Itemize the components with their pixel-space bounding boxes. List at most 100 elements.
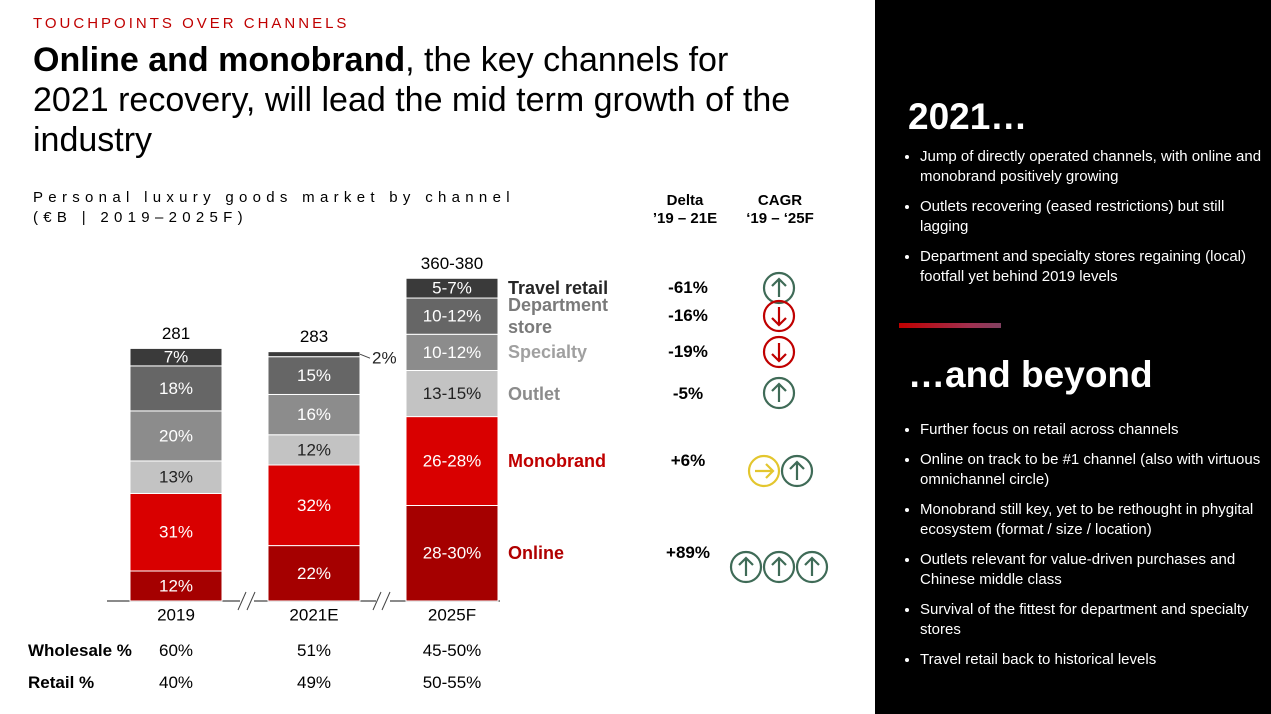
bullet: Survival of the fittest for department a…: [920, 600, 1271, 640]
bullet: Further focus on retail across channels: [920, 420, 1271, 440]
bullet: Outlets relevant for value-driven purcha…: [920, 550, 1271, 590]
x-tick-label: 2025F: [428, 605, 476, 624]
chart: 12% 31% 13% 20% 18% 7% 281 2019 22% 32% 12% 16% 15% 2…: [107, 254, 829, 624]
title: Online and monobrand, the key channels f…: [33, 40, 793, 160]
segment-label: 13%: [159, 468, 193, 487]
arrow-right: [747, 454, 781, 488]
cagr-header-2: ‘19 – ‘25F: [746, 210, 814, 227]
cagr-header: CAGR ‘19 – ‘25F: [725, 192, 835, 228]
arrow-up: [762, 376, 796, 410]
arrow-down: [762, 335, 796, 369]
axis-break: [376, 595, 390, 607]
axis-break: [237, 591, 247, 611]
x-tick-label: 2019: [157, 605, 195, 624]
segment-label: 15%: [297, 366, 331, 385]
delta-value: -61%: [668, 278, 708, 298]
x-tick-label: 2021E: [289, 605, 338, 624]
series-name: Monobrand: [508, 451, 606, 472]
bar-segment: [129, 460, 223, 494]
segment-label: 10-12%: [423, 307, 482, 326]
total-label: 281: [162, 324, 190, 343]
table-cell: 60%: [158, 641, 194, 660]
segment-label: 5-7%: [432, 279, 472, 298]
bar-segment: [267, 351, 361, 358]
series-name: Department store: [508, 295, 609, 338]
table-cell: 45-50%: [422, 641, 482, 660]
cagr-arrows: [729, 271, 829, 584]
chart-subtitle: (€B | 2019–2025F): [33, 209, 248, 226]
bar-segment: [129, 347, 223, 367]
arrow-up: [762, 550, 796, 584]
segment-label: 32%: [297, 496, 331, 515]
segment-label: 12%: [297, 440, 331, 459]
series-name: Online: [508, 543, 565, 564]
bar-segment: [267, 464, 361, 547]
total-label: 360-380: [421, 254, 483, 273]
arrow-up: [795, 550, 829, 584]
delta-value: -16%: [668, 306, 708, 326]
delta-value: +89%: [666, 543, 710, 563]
segment-label: 26-28%: [423, 452, 482, 471]
series-name: Travel retail: [508, 278, 609, 299]
bar-segment: [129, 570, 223, 602]
kicker: TOUCHPOINTS OVER CHANNELS: [33, 15, 350, 32]
delta-value: -5%: [672, 383, 704, 403]
bar-segment: [267, 356, 361, 395]
table-cell: 49%: [296, 673, 332, 692]
bullet: Travel retail back to historical levels: [920, 650, 1271, 670]
cagr-header-1: CAGR: [757, 192, 803, 209]
axis-break: [246, 591, 256, 611]
bar-segment: [405, 416, 499, 507]
axis-break: [381, 591, 391, 611]
side-bullets: Further focus on retail across channels O…: [903, 420, 1271, 680]
divider: [899, 323, 1001, 328]
side-heading: …and beyond: [908, 354, 1153, 395]
segment-label: 31%: [159, 523, 193, 542]
series-name: Specialty: [508, 342, 588, 363]
segment-label: 22%: [297, 564, 331, 583]
chart-title: Personal luxury goods market by channel: [33, 189, 515, 206]
row-label: Retail %: [28, 673, 95, 692]
segment-label: 13-15%: [423, 384, 482, 403]
side-heading: 2021…: [908, 96, 1028, 137]
leader-line: [359, 353, 371, 359]
total-label: 283: [300, 327, 328, 346]
segment-label: 16%: [297, 405, 331, 424]
bullet: Jump of directly operated channels, with…: [920, 147, 1271, 187]
arrow-up: [780, 454, 814, 488]
bar-segment: [267, 545, 361, 602]
bar-segment: [267, 434, 361, 466]
bar-segment: [405, 505, 499, 602]
segment-label: 7%: [164, 348, 189, 367]
segment-label: 18%: [159, 379, 193, 398]
bar-segment: [129, 492, 223, 572]
bar-segment: [405, 277, 499, 299]
bar-segment: [405, 333, 499, 371]
axis-break: [372, 591, 382, 611]
delta-value: -19%: [668, 342, 708, 362]
bar-segment: [129, 365, 223, 412]
delta-header: Delta ’19 – 21E: [630, 192, 740, 228]
bullet: Department and specialty stores regainin…: [920, 247, 1271, 287]
series-name: Outlet: [508, 383, 560, 404]
delta-value: +6%: [670, 451, 706, 471]
title-rest: , the key channels for 2021 recovery, wi…: [33, 41, 791, 159]
bullet: Outlets recovering (eased restrictions) …: [920, 197, 1271, 237]
delta-header-1: Delta: [666, 192, 704, 209]
side-bullets: Jump of directly operated channels, with…: [903, 147, 1271, 297]
arrow-up: [729, 550, 763, 584]
delta-header-2: ’19 – 21E: [652, 210, 718, 227]
table-cell: 50-55%: [422, 673, 482, 692]
table-cell: 51%: [296, 641, 332, 660]
bullet: Online on track to be #1 channel (also w…: [920, 450, 1271, 490]
arrow-up: [762, 271, 796, 305]
bullet: Monobrand still key, yet to be rethought…: [920, 500, 1271, 540]
segment-label: 2%: [372, 349, 397, 368]
table-cell: 40%: [158, 673, 194, 692]
title-bold: Online and monobrand: [33, 41, 406, 79]
bar-segment: [405, 369, 499, 418]
segment-label: 10-12%: [423, 343, 482, 362]
side-panel: 2021… Jump of directly operated channels…: [875, 0, 1271, 714]
segment-label: 28-30%: [423, 544, 482, 563]
